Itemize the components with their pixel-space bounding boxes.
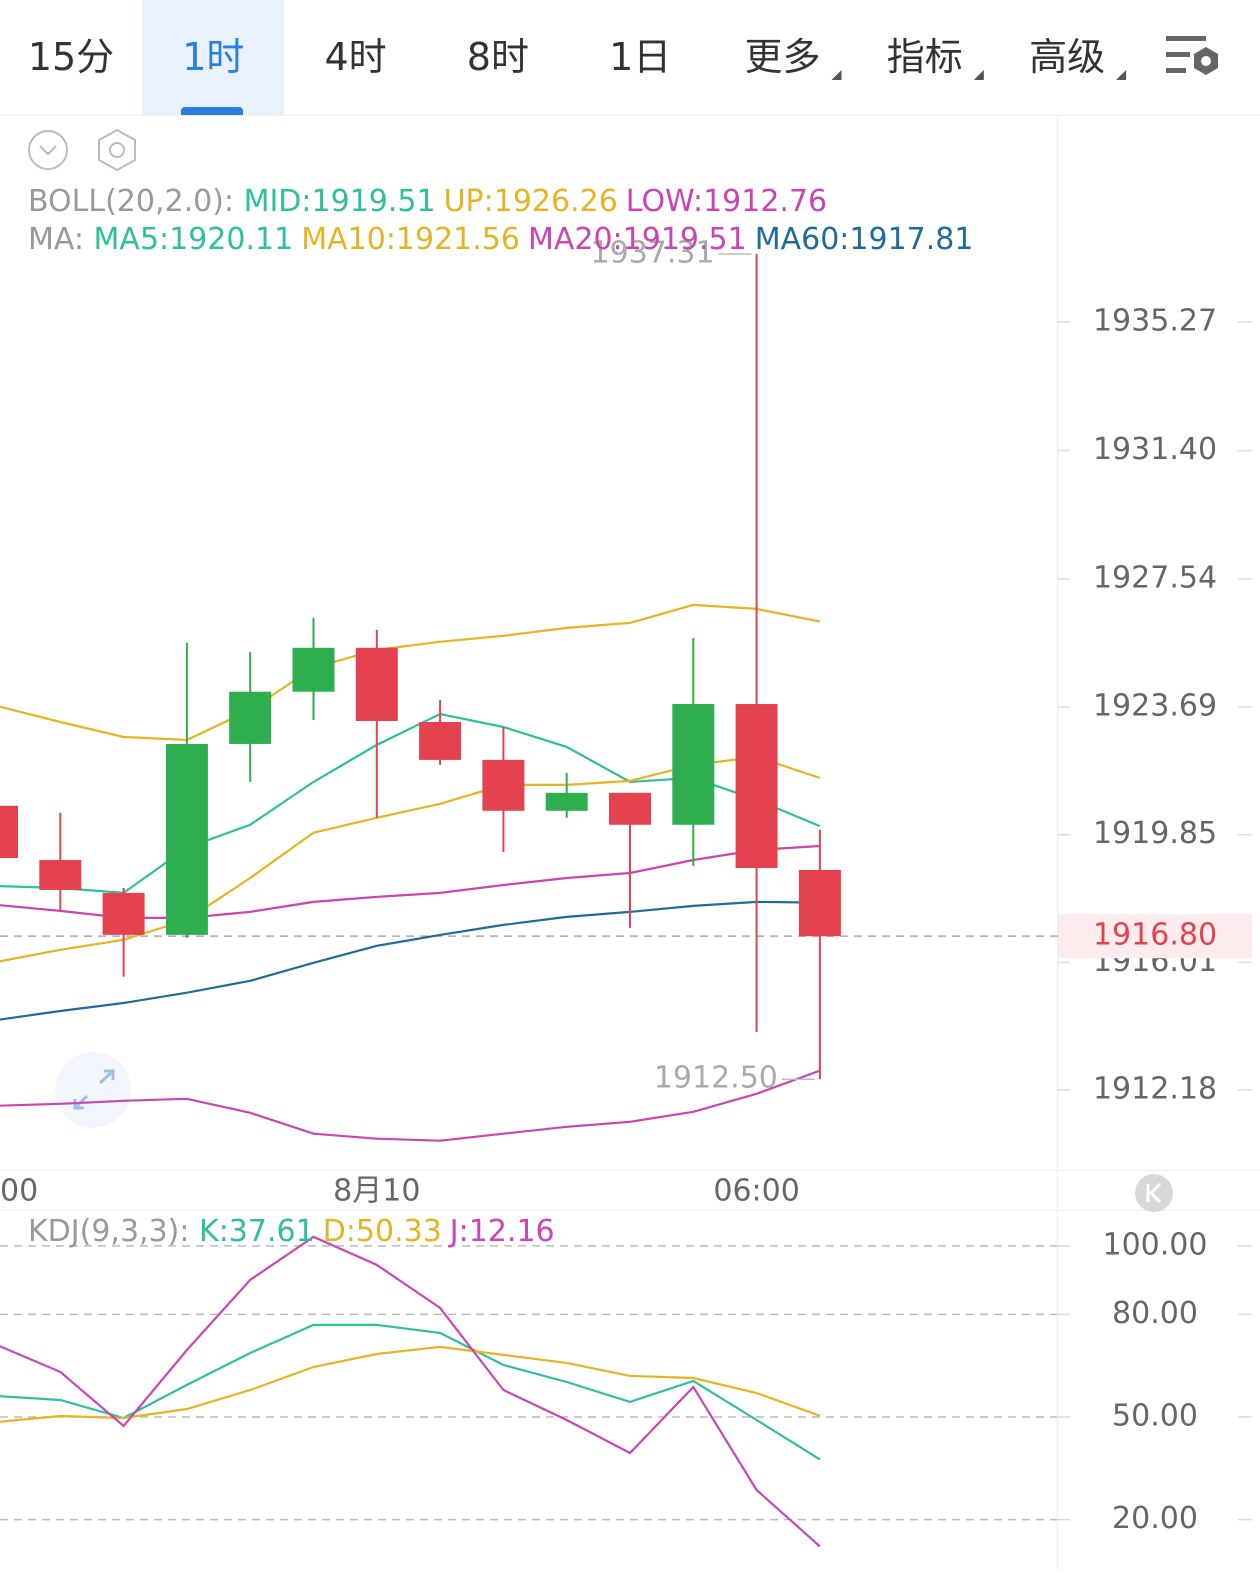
legend-entry: LOW:1912.76 — [626, 184, 827, 219]
last-price-label: 1916.80 — [1093, 918, 1217, 953]
y-tick-label: 1912.18 — [1093, 1071, 1217, 1106]
candle-body — [39, 860, 82, 890]
axis-divider — [0, 1170, 1260, 1171]
tab[interactable]: 15分 — [27, 35, 115, 79]
y-tick-label: 1919.85 — [1093, 816, 1217, 851]
tab[interactable]: 8时 — [466, 35, 529, 79]
x-tick-label: 06:00 — [713, 1174, 799, 1209]
tab[interactable]: 1日 — [609, 35, 672, 79]
tab-bar: 15分 1时 4时 8时 1日 更多 指标 高级 — [0, 0, 1260, 116]
dropdown-caret — [831, 70, 842, 80]
candle-body — [355, 647, 398, 721]
toolbar-icons[interactable] — [28, 128, 136, 172]
legend-entry: D:50.33 — [323, 1214, 442, 1249]
legend-entry: UP:1926.26 — [444, 184, 618, 219]
min-label: 1912.50 — [654, 1061, 778, 1096]
legend-title: BOLL(20,2.0): — [28, 184, 244, 219]
candle-body — [102, 892, 145, 935]
legend-title: KDJ(9,3,3): — [28, 1214, 199, 1249]
candle-body — [292, 647, 335, 692]
legend-title: MA: — [28, 222, 94, 257]
candle-body — [229, 691, 272, 744]
tab[interactable]: 指标 — [886, 35, 963, 79]
legend-entry: K:37.61 — [199, 1214, 315, 1249]
legend-entry: MA5:1920.11 — [94, 222, 294, 257]
indicator-line — [0, 1345, 821, 1423]
candle-body — [0, 805, 18, 859]
candle-body — [798, 869, 841, 937]
dropdown-caret — [973, 70, 984, 80]
axis-divider — [0, 1210, 1260, 1211]
legend-entry: J:12.16 — [448, 1214, 555, 1249]
settings-icon[interactable] — [1166, 36, 1218, 75]
candle-body — [545, 792, 588, 811]
y-tick-label: 1923.69 — [1093, 689, 1217, 724]
y-tick-label: 1927.54 — [1093, 560, 1217, 595]
tab[interactable]: 1时 — [142, 0, 285, 115]
y-tick-label: 1931.40 — [1093, 432, 1217, 467]
back-button[interactable] — [1135, 1174, 1173, 1212]
legend: MA: MA5:1920.11 MA10:1921.56 MA20:1919.51 M… — [28, 222, 973, 257]
legend-entry: MID:1919.51 — [244, 184, 436, 219]
y-tick-label: 20.00 — [1112, 1501, 1198, 1536]
legend: KDJ(9,3,3): K:37.61 D:50.33 J:12.16 — [28, 1214, 555, 1249]
y-tick-label: 50.00 — [1112, 1398, 1198, 1433]
axis-divider — [1057, 115, 1058, 1570]
x-tick-label: 8月10 — [333, 1174, 420, 1209]
candle-body — [482, 759, 525, 811]
tab[interactable]: 高级 — [1029, 35, 1106, 79]
expand-icon[interactable] — [55, 1052, 131, 1128]
legend-entry: MA20:1919.51 — [528, 222, 747, 257]
y-tick-label: 1935.27 — [1093, 303, 1217, 338]
legend-entry: MA10:1921.56 — [301, 222, 520, 257]
indicator-line — [0, 1069, 821, 1142]
candle-body — [672, 704, 715, 825]
max-label: 1937.31 — [591, 236, 715, 271]
legend: BOLL(20,2.0): MID:1919.51 UP:1926.26 LOW:1… — [28, 184, 827, 219]
indicator-line — [0, 603, 821, 742]
dropdown-caret — [1116, 70, 1127, 80]
tab[interactable]: 更多 — [744, 35, 821, 79]
candle-body — [609, 792, 651, 825]
candle-body — [165, 743, 208, 935]
candle-body — [735, 704, 778, 869]
y-tick-label: 80.00 — [1112, 1296, 1198, 1331]
candle-body — [419, 721, 462, 760]
tab[interactable]: 4时 — [324, 35, 387, 79]
x-tick-label: 00 — [0, 1174, 38, 1209]
last-price-tag — [1058, 914, 1252, 959]
indicator-line — [0, 900, 820, 1021]
indicator-line — [0, 1235, 821, 1548]
legend-entry: MA60:1917.81 — [755, 222, 974, 257]
y-tick-label: 100.00 — [1103, 1227, 1208, 1262]
